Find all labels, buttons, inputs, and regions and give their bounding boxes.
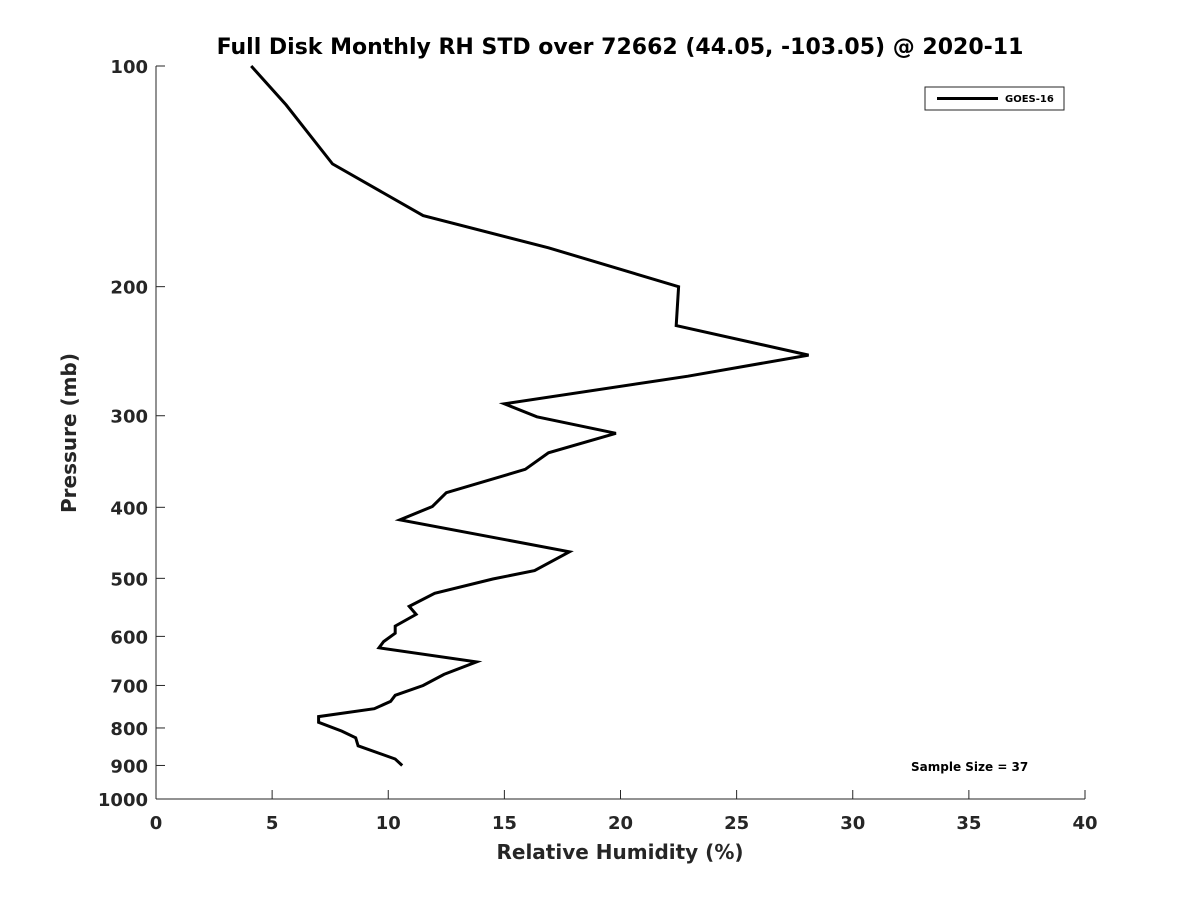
x-tick-label: 35 [956,813,981,834]
y-tick-label: 400 [110,498,148,519]
y-tick-label: 700 [110,676,148,697]
x-tick-label: 10 [376,813,401,834]
y-tick-label: 500 [110,569,148,590]
x-tick-label: 40 [1072,813,1097,834]
x-tick-label: 20 [608,813,633,834]
x-axis-ticks: 0 5 10 15 20 25 30 35 40 [150,790,1098,834]
legend-label: GOES-16 [1005,94,1054,105]
x-axis-label: Relative Humidity (%) [496,840,743,864]
y-tick-label: 900 [110,756,148,777]
y-axis-label: Pressure (mb) [57,353,81,513]
y-tick-label: 800 [110,719,148,740]
y-tick-label: 1000 [98,790,148,811]
x-tick-label: 30 [840,813,865,834]
y-axis-ticks: 100 200 300 400 500 600 700 800 900 1000 [98,57,165,811]
y-tick-label: 600 [110,627,148,648]
series-layer [250,64,809,767]
y-tick-label: 200 [110,278,148,299]
axes [155,66,1085,800]
legend: GOES-16 [924,86,1065,111]
x-tick-label: 25 [724,813,749,834]
series-line-goes-16 [250,64,809,767]
y-tick-label: 100 [110,57,148,78]
chart-title: Full Disk Monthly RH STD over 72662 (44.… [217,35,1024,60]
x-tick-label: 15 [492,813,517,834]
y-tick-label: 300 [110,407,148,428]
x-tick-label: 5 [266,813,279,834]
sample-size-annotation: Sample Size = 37 [911,760,1028,774]
x-tick-label: 0 [150,813,163,834]
